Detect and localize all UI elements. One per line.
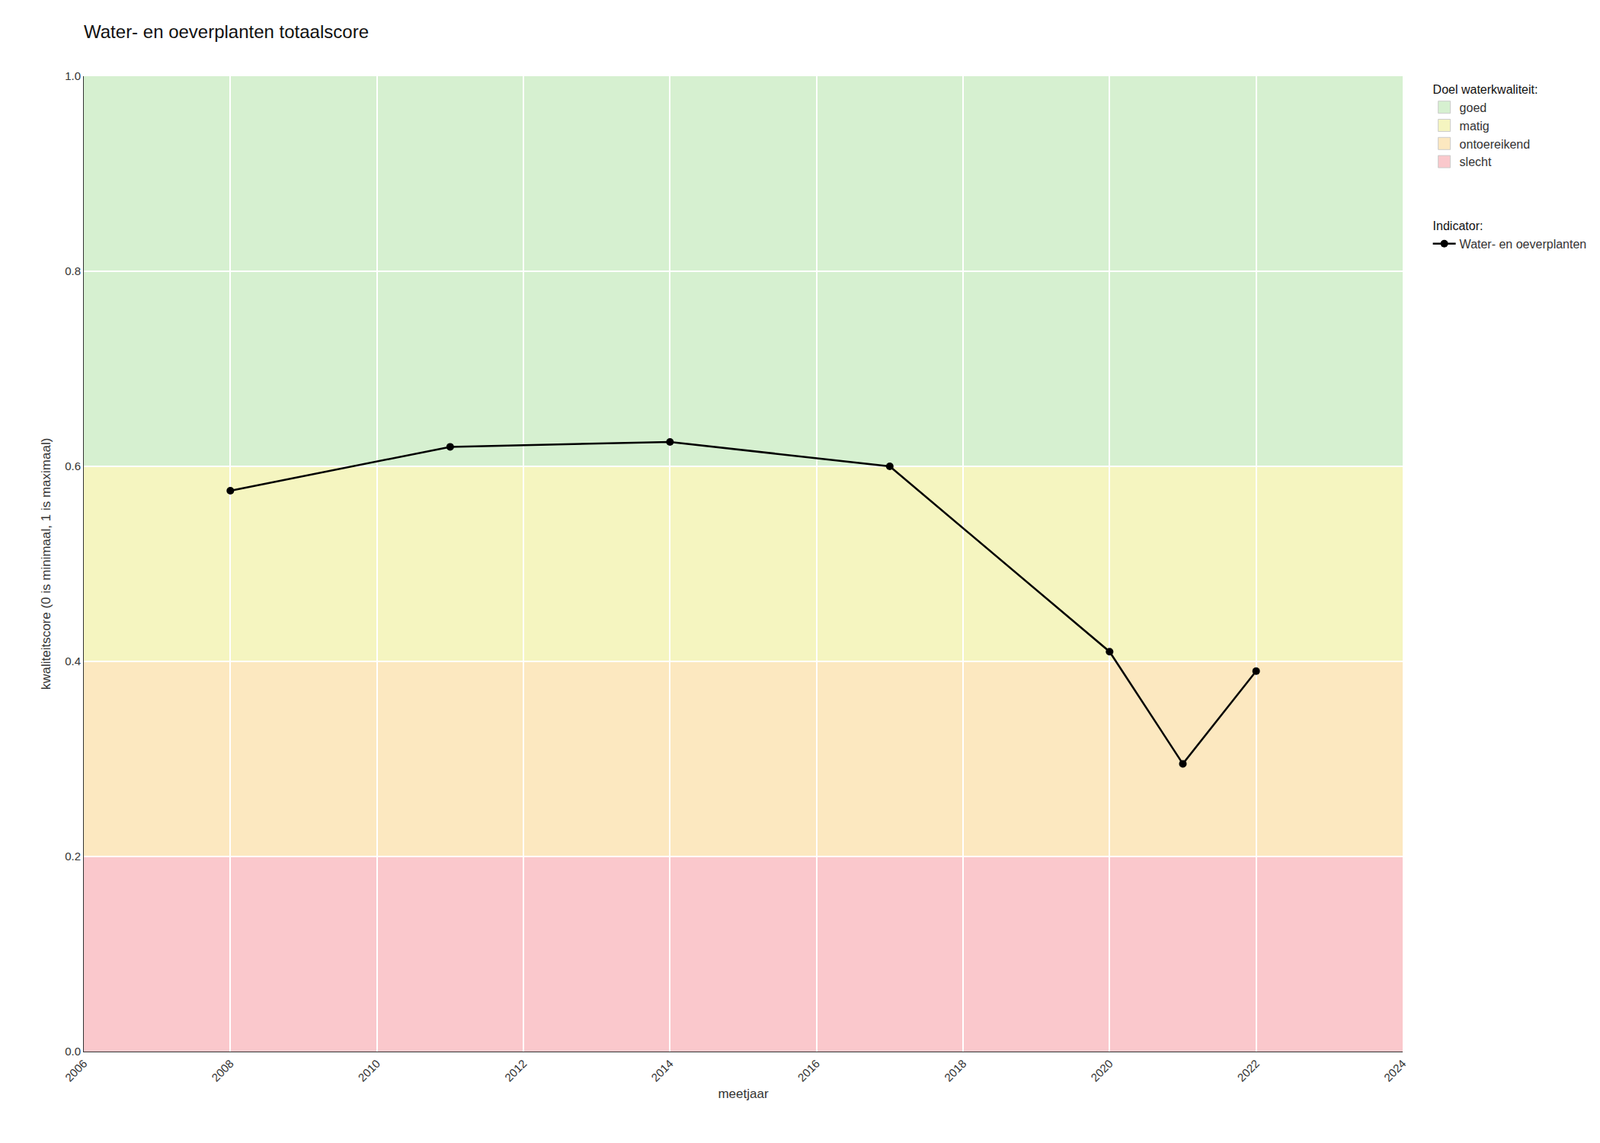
svg-text:2006: 2006 bbox=[62, 1056, 90, 1085]
svg-text:ontoereikend: ontoereikend bbox=[1459, 137, 1531, 151]
svg-text:0.2: 0.2 bbox=[64, 849, 81, 863]
svg-text:2016: 2016 bbox=[794, 1056, 823, 1085]
svg-text:0.4: 0.4 bbox=[64, 654, 81, 668]
svg-text:2008: 2008 bbox=[208, 1056, 237, 1085]
svg-text:matig: matig bbox=[1459, 119, 1490, 133]
svg-text:goed: goed bbox=[1459, 101, 1488, 115]
svg-text:2012: 2012 bbox=[502, 1056, 530, 1085]
svg-text:meetjaar: meetjaar bbox=[717, 1086, 768, 1101]
svg-text:slecht: slecht bbox=[1459, 155, 1492, 169]
svg-text:Water- en oeverplanten totaals: Water- en oeverplanten totaalscore bbox=[83, 21, 369, 42]
svg-text:0.0: 0.0 bbox=[64, 1044, 81, 1058]
svg-text:2018: 2018 bbox=[941, 1056, 970, 1085]
svg-text:Indicator:: Indicator: bbox=[1433, 219, 1484, 233]
svg-text:2010: 2010 bbox=[355, 1056, 383, 1085]
svg-text:Water- en oeverplanten: Water- en oeverplanten bbox=[1459, 237, 1588, 251]
svg-text:0.8: 0.8 bbox=[64, 264, 81, 278]
svg-text:1.0: 1.0 bbox=[64, 69, 81, 83]
svg-text:2022: 2022 bbox=[1234, 1056, 1262, 1085]
svg-text:0.6: 0.6 bbox=[64, 459, 81, 473]
svg-text:Doel waterkwaliteit:: Doel waterkwaliteit: bbox=[1433, 83, 1539, 96]
svg-text:kwaliteitscore (0 is minimaal,: kwaliteitscore (0 is minimaal, 1 is maxi… bbox=[38, 438, 54, 691]
svg-text:2014: 2014 bbox=[648, 1056, 676, 1085]
svg-text:2020: 2020 bbox=[1088, 1056, 1116, 1085]
svg-text:2024: 2024 bbox=[1381, 1056, 1409, 1085]
